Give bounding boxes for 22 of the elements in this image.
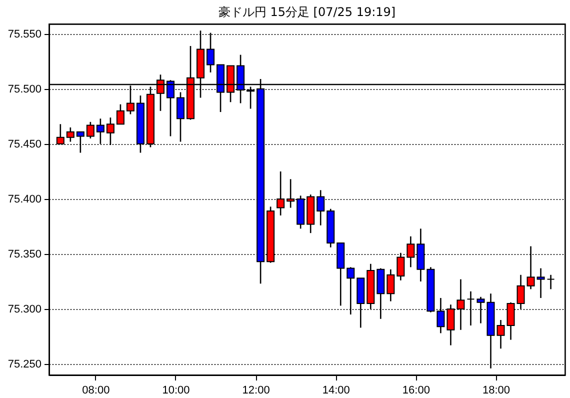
candlestick bbox=[66, 126, 74, 142]
x-tick-label: 12:00 bbox=[242, 384, 270, 396]
y-tick-label: 75.250 bbox=[8, 358, 42, 370]
x-tick-label: 14:00 bbox=[322, 384, 350, 396]
candlestick bbox=[176, 92, 184, 142]
x-tick-label: 18:00 bbox=[482, 384, 510, 396]
x-tick-label: 10:00 bbox=[162, 384, 190, 396]
y-tick-label: 75.500 bbox=[8, 83, 42, 96]
candlestick bbox=[116, 104, 124, 125]
x-tick-label: 08:00 bbox=[82, 384, 110, 396]
chart-title: 豪ドル円 15分足 [07/25 19:19] bbox=[218, 5, 396, 19]
y-tick-label: 75.450 bbox=[8, 138, 42, 150]
y-tick-label: 75.350 bbox=[8, 248, 42, 260]
candlestick bbox=[86, 121, 94, 140]
candlestick bbox=[496, 319, 505, 350]
y-tick-label: 75.400 bbox=[8, 193, 42, 206]
x-tick-label: 16:00 bbox=[402, 384, 430, 396]
candlestick bbox=[536, 268, 545, 299]
y-tick-label: 75.550 bbox=[8, 28, 42, 40]
candlestick bbox=[546, 274, 555, 290]
candlestick bbox=[386, 268, 395, 302]
y-tick-label: 75.300 bbox=[8, 303, 42, 316]
